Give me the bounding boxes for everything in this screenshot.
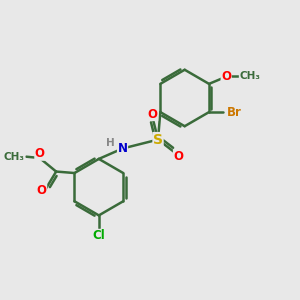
Text: O: O — [37, 184, 46, 197]
Text: Cl: Cl — [92, 230, 105, 242]
Text: O: O — [148, 107, 158, 121]
Text: H: H — [106, 138, 115, 148]
Text: N: N — [118, 142, 128, 155]
Text: S: S — [153, 133, 163, 147]
Text: O: O — [173, 150, 184, 163]
Text: O: O — [221, 70, 231, 83]
Text: CH₃: CH₃ — [4, 152, 25, 162]
Text: Br: Br — [226, 106, 241, 118]
Text: CH₃: CH₃ — [239, 71, 260, 81]
Text: O: O — [35, 147, 45, 160]
